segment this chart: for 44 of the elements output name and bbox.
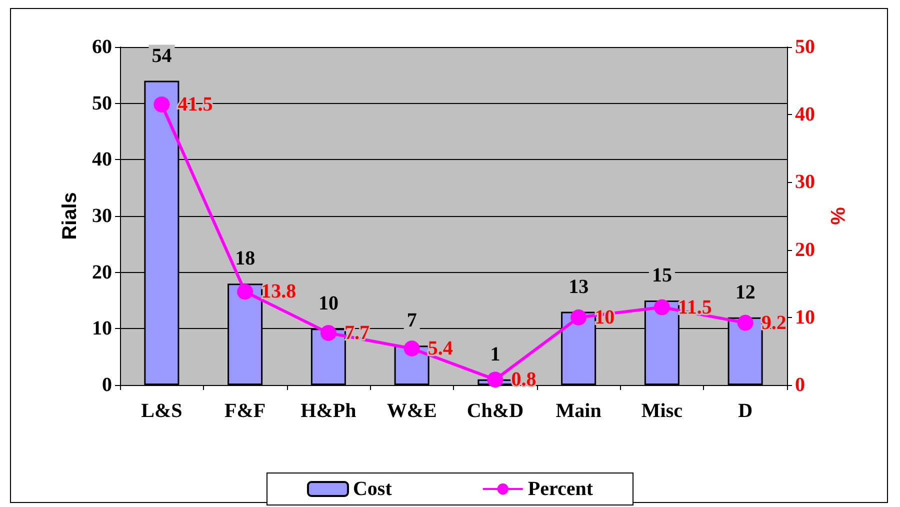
data-label: 13 (568, 276, 589, 298)
y-tick-label: 40 (92, 148, 112, 171)
data-label: 12 (735, 281, 756, 304)
x-tick-label: Ch&D (466, 400, 524, 422)
data-label: 15 (652, 264, 672, 286)
y-tick-label: 0 (102, 374, 112, 396)
y2-tick-label: 0 (795, 374, 805, 396)
data-label: 13.8 (261, 280, 296, 303)
x-tick-label: L&S (141, 400, 182, 422)
data-label: 10 (318, 292, 338, 315)
y-axis-title: Rials (59, 192, 81, 240)
y2-tick-label: 30 (795, 171, 815, 194)
point (487, 372, 504, 388)
y2-tick-label: 20 (795, 238, 815, 261)
legend-label: Percent (528, 478, 594, 500)
y2-axis-title: % (826, 207, 848, 226)
data-label: 54 (152, 44, 172, 67)
y-tick-label: 60 (92, 36, 112, 58)
y-tick-label: 50 (92, 92, 112, 114)
y2-tick-label: 40 (795, 104, 815, 126)
x-tick-label: Misc (641, 400, 683, 422)
point (320, 324, 336, 341)
data-label: 1 (490, 343, 500, 366)
x-tick-label: Main (556, 400, 602, 422)
y-tick-label: 30 (92, 205, 112, 227)
y-tick-label: 10 (92, 318, 112, 340)
data-label: 18 (235, 248, 256, 270)
y2-tick-label: 10 (795, 306, 815, 328)
data-label: 7 (406, 310, 417, 332)
point (570, 309, 587, 326)
legend-label: Cost (352, 478, 392, 500)
y-tick-label: 20 (92, 261, 112, 284)
point (237, 284, 254, 300)
point (654, 299, 670, 316)
x-tick-label: H&Ph (300, 400, 356, 422)
data-label: 0.8 (511, 368, 536, 391)
x-tick-label: W&E (386, 400, 437, 422)
x-tick-label: D (738, 400, 753, 422)
point (737, 314, 754, 331)
y2-tick-label: 50 (795, 36, 815, 58)
data-label: 5.4 (428, 337, 453, 360)
x-tick-label: F&F (224, 400, 266, 422)
point (154, 96, 170, 112)
point (404, 340, 420, 356)
